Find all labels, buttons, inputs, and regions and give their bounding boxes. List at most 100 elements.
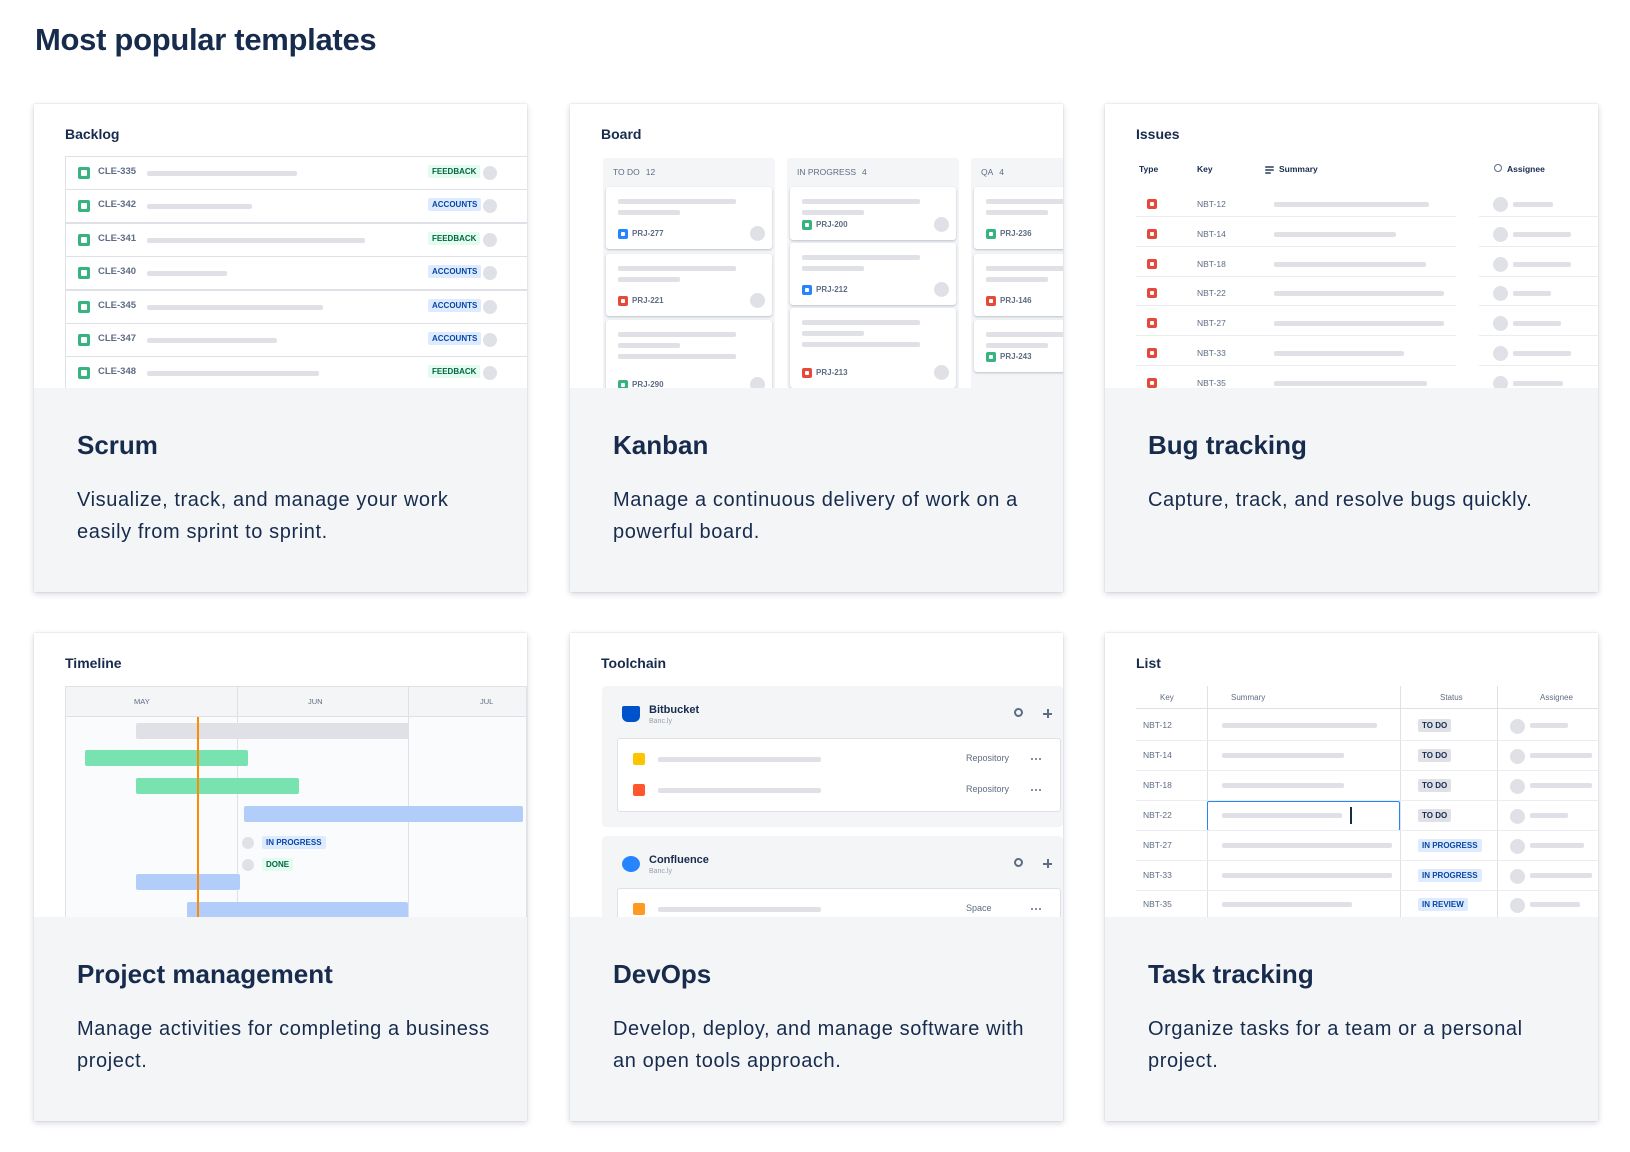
placeholder-bar — [147, 204, 252, 210]
tool-name: Bitbucket — [649, 704, 700, 716]
issue-icon-inner — [989, 299, 993, 303]
avatar — [483, 299, 497, 314]
issue-icon-inner — [1150, 380, 1154, 385]
placeholder-bar — [1274, 380, 1427, 386]
row-divider — [1479, 335, 1598, 337]
issue-icon-inner — [805, 288, 809, 292]
avatar — [483, 366, 497, 381]
preview-text: CLE-341 — [98, 232, 137, 244]
lozenge: TO DO — [1418, 748, 1452, 762]
item-type: Space — [966, 903, 992, 913]
issue-icon-inner — [805, 371, 809, 375]
template-card[interactable]: List Key Summary Status Assignee NBT-12 TO DO N… — [1105, 633, 1598, 1121]
tool-site: Banc.ly — [649, 718, 672, 725]
preview-text: CLE-342 — [98, 199, 137, 211]
issue-icon — [986, 296, 996, 306]
placeholder-bar — [1274, 231, 1396, 237]
column-count: 4 — [999, 167, 1005, 177]
preview-text: NBT-33 — [1197, 348, 1226, 358]
preview-text: NBT-22 — [1197, 288, 1226, 299]
template-body: Bug tracking Capture, track, and resolve … — [1105, 388, 1598, 592]
add-icon — [1047, 859, 1049, 868]
placeholder-bar — [1513, 321, 1561, 327]
avatar — [750, 293, 765, 308]
preview-text: NBT-22 — [1143, 809, 1172, 820]
board-card: PRJ-146 — [974, 254, 1063, 316]
template-name: DevOps — [613, 959, 712, 989]
placeholder-bar — [147, 271, 227, 277]
preview-text: Key — [1197, 164, 1213, 174]
placeholder-bar — [1265, 166, 1274, 168]
template-preview: Backlog CLE-335 FEEDBACK CLE-342 ACCOUNTS CLE… — [34, 104, 527, 388]
issue-icon — [78, 367, 90, 380]
issue-icon — [802, 368, 812, 378]
placeholder-bar — [618, 199, 736, 204]
placeholder-bar — [618, 210, 680, 215]
issue-icon — [802, 220, 812, 230]
board-column: QA 4 PRJ-236 PRJ-146 PRJ-243 — [971, 158, 1063, 388]
avatar — [1510, 898, 1525, 914]
placeholder-bar — [1222, 752, 1344, 758]
placeholder-bar — [1222, 842, 1392, 848]
issue-icon — [78, 300, 90, 313]
lozenge: ACCOUNTS — [428, 265, 482, 279]
preview-text: MAY — [134, 697, 150, 706]
preview-heading: Backlog — [65, 126, 120, 142]
preview-heading: Issues — [1136, 126, 1180, 142]
template-body: Kanban Manage a continuous delivery of wo… — [570, 388, 1063, 592]
template-preview: Board TO DO 12 PRJ-277 PRJ-221 PRJ-290 IN PROG… — [570, 104, 1063, 388]
issue-icon — [1147, 228, 1157, 239]
preview-text: PRJ-290 — [632, 380, 664, 388]
avatar — [242, 859, 254, 871]
issue-icon-inner — [81, 236, 87, 243]
template-description: Manage activities for completing a busin… — [77, 1018, 490, 1072]
issue-icon-inner — [989, 232, 993, 236]
template-name: Scrum — [77, 430, 158, 460]
preview-text: CLE-335 — [98, 166, 137, 177]
template-card[interactable]: Issues Type Key Summary Assignee NBT-12 NBT-14… — [1105, 104, 1598, 592]
row-divider — [1136, 799, 1598, 801]
template-name: Task tracking — [1148, 959, 1314, 989]
placeholder-bar — [147, 171, 297, 176]
lozenge: IN PROGRESS — [1418, 838, 1482, 852]
avatar — [1493, 316, 1508, 332]
template-name: Project management — [77, 959, 333, 989]
placeholder-bar — [1222, 782, 1344, 788]
placeholder-bar — [1513, 231, 1571, 237]
issue-icon-inner — [81, 303, 87, 310]
template-card[interactable]: Timeline MAY JUN JUL IN PROGRESS DONE Project … — [34, 633, 527, 1121]
placeholder-bar — [1513, 380, 1563, 386]
issue-icon — [78, 267, 90, 280]
row-divider — [1136, 769, 1598, 771]
placeholder-bar — [658, 907, 821, 912]
template-card[interactable]: Board TO DO 12 PRJ-277 PRJ-221 PRJ-290 IN PROG… — [570, 104, 1063, 592]
template-preview: Toolchain Bitbucket Banc.ly Repository Repos… — [570, 633, 1063, 917]
preview-text: JUN — [308, 697, 323, 706]
template-card[interactable]: Toolchain Bitbucket Banc.ly Repository Repos… — [570, 633, 1063, 1121]
col-divider — [1497, 686, 1498, 917]
more-dot — [1035, 758, 1037, 760]
avatar — [1493, 375, 1508, 388]
row-divider — [1136, 335, 1456, 337]
avatar — [483, 333, 497, 347]
add-icon — [1047, 709, 1049, 718]
tool-site: Banc.ly — [649, 868, 672, 875]
issue-icon-inner — [621, 383, 625, 387]
more-dot — [1031, 908, 1033, 910]
board-card: PRJ-277 — [606, 187, 772, 249]
template-card[interactable]: Backlog CLE-335 FEEDBACK CLE-342 ACCOUNTS CLE… — [34, 104, 527, 592]
row-divider — [1136, 889, 1598, 891]
preview-text: PRJ-236 — [1000, 229, 1032, 238]
placeholder-bar — [618, 266, 736, 271]
row-divider — [1479, 245, 1598, 247]
timeline-bar — [136, 874, 240, 890]
backlog-row: CLE-345 ACCOUNTS — [65, 289, 527, 324]
issue-icon-inner — [1150, 202, 1154, 206]
row-divider — [1136, 740, 1598, 741]
issue-icon-inner — [1150, 261, 1154, 266]
issue-icon-inner — [805, 223, 809, 227]
template-body: Scrum Visualize, track, and manage your w… — [34, 388, 527, 592]
avatar — [934, 282, 949, 297]
item-icon — [633, 753, 645, 765]
settings-icon — [1014, 858, 1023, 867]
